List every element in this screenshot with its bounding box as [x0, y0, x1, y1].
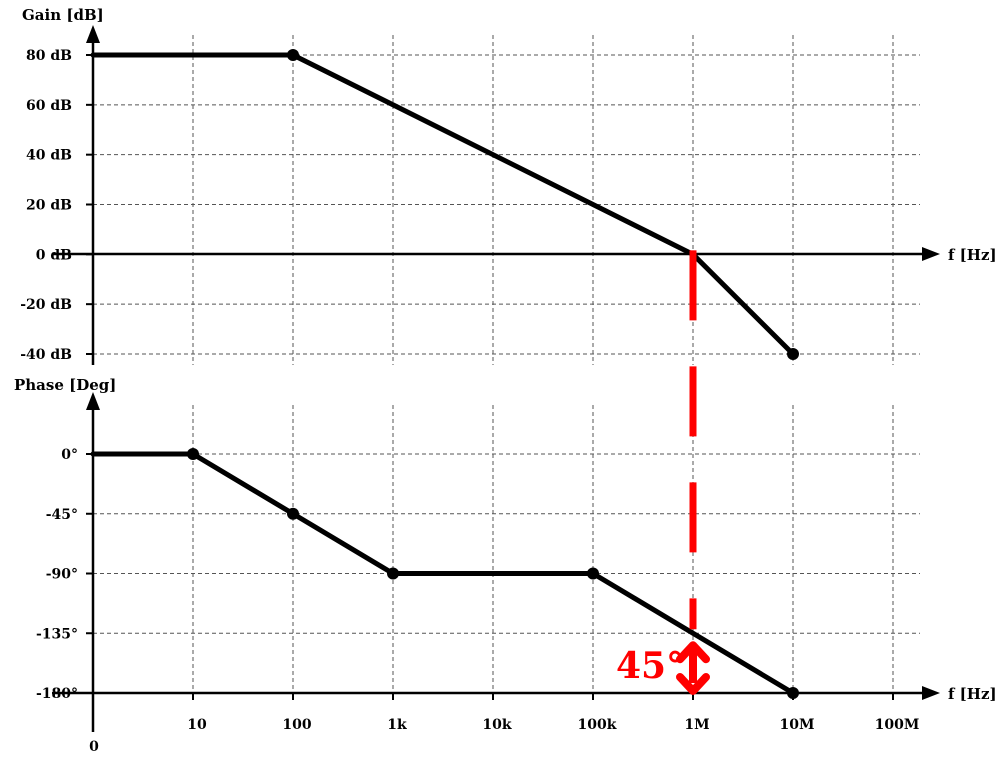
gain-y-tick-label: 0 dB — [36, 247, 72, 263]
gain-point — [787, 348, 799, 360]
gain-curve — [90, 49, 799, 360]
gain-y-tick-label: 60 dB — [26, 98, 72, 114]
gain-y-tick-label: 40 dB — [26, 148, 72, 164]
x-tick-label: 1k — [387, 717, 407, 733]
phase-point — [387, 567, 399, 580]
phase-point — [287, 507, 299, 520]
gain-y-tick-label: -20 dB — [20, 297, 72, 313]
x-tick-label: 10M — [780, 717, 815, 733]
phase-y-tick-label: -90° — [46, 567, 78, 583]
phase-y-tick-label: -45° — [46, 507, 78, 523]
phase-margin-label: 45° — [616, 645, 684, 687]
gain-point — [287, 49, 299, 61]
phase-point — [187, 448, 199, 460]
labels: 80 dB 60 dB 40 dB 20 dB 0 dB -20 dB -40 dB 0° -4… — [14, 6, 997, 755]
phase-point — [787, 687, 799, 699]
gain-y-axis-arrow — [86, 25, 100, 43]
phase-y-tick-label: 0° — [61, 447, 78, 463]
phase-margin-annotation: 45° — [616, 250, 710, 695]
x-tick-label: 0 — [89, 739, 99, 755]
x-tick-label: 1M — [684, 717, 709, 733]
phase-y-axis-arrow — [86, 392, 100, 410]
phase-line — [90, 451, 796, 696]
gain-y-tick-label: 20 dB — [26, 198, 72, 214]
x-tick-label: 100 — [282, 717, 311, 733]
gain-x-axis-arrow — [922, 247, 940, 261]
phase-grid — [93, 405, 920, 693]
gain-y-tick-label: -40 dB — [20, 347, 72, 363]
gain-grid — [93, 35, 920, 365]
x-tick-label: 10k — [482, 717, 511, 733]
gain-line — [90, 52, 796, 357]
phase-x-axis-title: f [Hz] — [948, 685, 997, 703]
phase-point — [587, 567, 599, 580]
gain-axes — [52, 25, 940, 365]
phase-axis-title: Phase [Deg] — [14, 376, 116, 394]
phase-x-axis-arrow — [922, 686, 940, 700]
phase-y-tick-label: -135° — [36, 626, 78, 642]
phase-y-tick-label: -180° — [36, 686, 78, 702]
phase-axes — [52, 392, 940, 732]
x-tick-label: 100M — [875, 717, 920, 733]
phase-margin-arrow-head-up — [676, 641, 710, 664]
phase-curve — [90, 448, 799, 699]
gain-axis-title: Gain [dB] — [22, 6, 104, 24]
x-tick-label: 10 — [187, 717, 207, 733]
gain-x-axis-title: f [Hz] — [948, 246, 997, 264]
phase-margin-arrow-head-down — [676, 673, 710, 695]
gain-y-tick-label: 80 dB — [26, 48, 72, 64]
x-tick-label: 100k — [578, 717, 617, 733]
